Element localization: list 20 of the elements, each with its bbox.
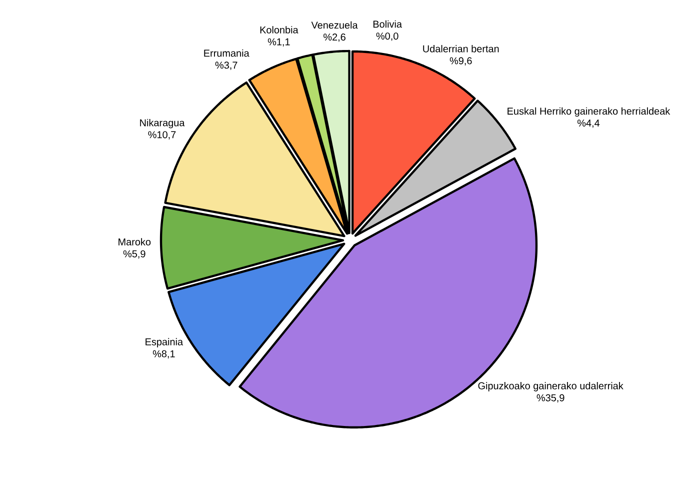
slice-label: Espainia [146, 338, 184, 348]
data-label: %8,1 [152, 350, 175, 358]
slice-label: Nikaragua [140, 118, 185, 128]
slice-label: Gipuzkoako gainerako udalerriak [478, 382, 624, 392]
category-label: Bolivia [373, 20, 402, 28]
data-label: %4,4 [577, 120, 600, 128]
data-label: %35,9 [536, 394, 564, 402]
text: %0,0 [376, 32, 398, 41]
slice-label: Maroko [118, 238, 151, 246]
data-label: %10,7 [148, 131, 176, 140]
data-label: %3,7 [215, 62, 238, 70]
data-label: %2,6 [324, 34, 346, 42]
slice-label: Venezuela [311, 21, 358, 29]
slice-label: Udalerrian bertan [423, 45, 499, 52]
slice-label: Errumania [204, 49, 250, 57]
data-label: %5,9 [123, 250, 146, 259]
data-label: %1,1 [268, 38, 290, 47]
slice-label: Kolonbia [260, 26, 298, 34]
data-label: %9,6 [450, 57, 472, 66]
slice-label: Euskal Herriko gainerako herrialdeak [508, 107, 670, 117]
